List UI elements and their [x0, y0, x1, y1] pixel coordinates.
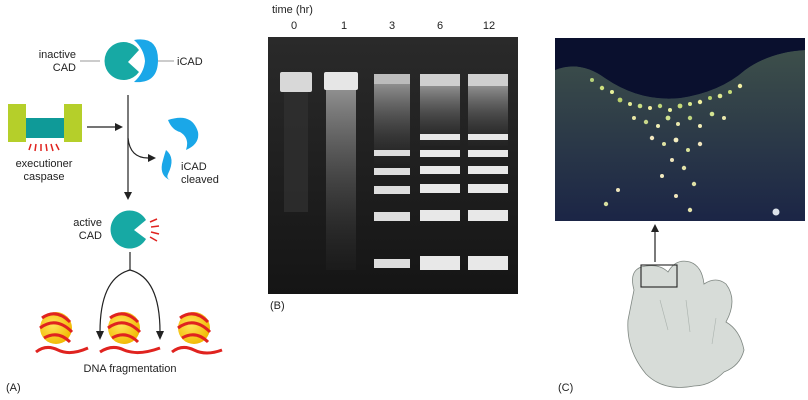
dna-fragments	[35, 312, 223, 355]
icad-cleaved-label-line2: cleaved	[181, 174, 219, 186]
apoptotic-cells	[590, 78, 780, 216]
inactive-cad-label-line2: CAD	[53, 62, 76, 74]
executioner-caspase-label-line2: caspase	[24, 171, 65, 183]
arrow-heads	[115, 123, 156, 200]
nucleosome-1	[35, 312, 89, 355]
inactive-cad-label-line1: inactive	[39, 49, 76, 61]
zoom-arrow-head	[651, 224, 659, 232]
fork-arrow-heads	[96, 331, 164, 340]
panel-c-tunel-micrograph: (C)	[555, 38, 805, 394]
lane-label-2: 3	[389, 20, 395, 32]
lane-label-1: 1	[341, 20, 347, 32]
panel-a-letter: (A)	[6, 382, 21, 394]
limb-outline	[627, 260, 745, 388]
sampled-region-box	[640, 264, 678, 288]
panel-b-dna-ladder-gel: time (hr) 0 1 3 6 12	[268, 4, 518, 312]
tissue-region	[555, 50, 805, 221]
time-axis-label: time (hr)	[272, 4, 313, 16]
limb-digit-grooves	[659, 299, 717, 345]
executioner-caspase-label-line1: executioner	[16, 158, 73, 170]
gel-lane-1	[324, 72, 358, 270]
fragmentation-fork	[99, 252, 161, 333]
lane-label-0: 0	[291, 20, 297, 32]
inactive-cad-complex	[80, 39, 174, 83]
pathway-arrows	[87, 95, 149, 194]
executioner-caspase	[8, 104, 82, 152]
panel-a-apoptosis-pathway: inactive CAD iCAD executioner caspase	[6, 39, 223, 394]
inactive-cad-shape	[104, 42, 139, 80]
nucleosome-2	[99, 312, 161, 355]
dna-fragmentation-label: DNA fragmentation	[84, 363, 177, 375]
icad-cleaved-label-line1: iCAD	[181, 161, 207, 173]
caspase-activity-marks	[28, 143, 60, 152]
icad-shape	[134, 39, 158, 83]
gel-lane-12hr	[468, 74, 508, 270]
panel-b-letter: (B)	[270, 300, 285, 312]
gel-lane-0	[280, 72, 312, 212]
nucleosome-3	[171, 312, 223, 355]
gel-lane-3hr	[374, 74, 410, 268]
lane-label-4: 12	[483, 20, 495, 32]
panel-c-letter: (C)	[558, 382, 573, 394]
icad-label: iCAD	[177, 56, 203, 68]
active-cad-label-line1: active	[73, 217, 102, 229]
active-cad	[110, 210, 160, 249]
gel-lane-6hr	[420, 74, 460, 270]
lane-label-3: 6	[437, 20, 443, 32]
icad-cleaved-fragments	[161, 117, 199, 180]
active-cad-label-line2: CAD	[79, 230, 102, 242]
